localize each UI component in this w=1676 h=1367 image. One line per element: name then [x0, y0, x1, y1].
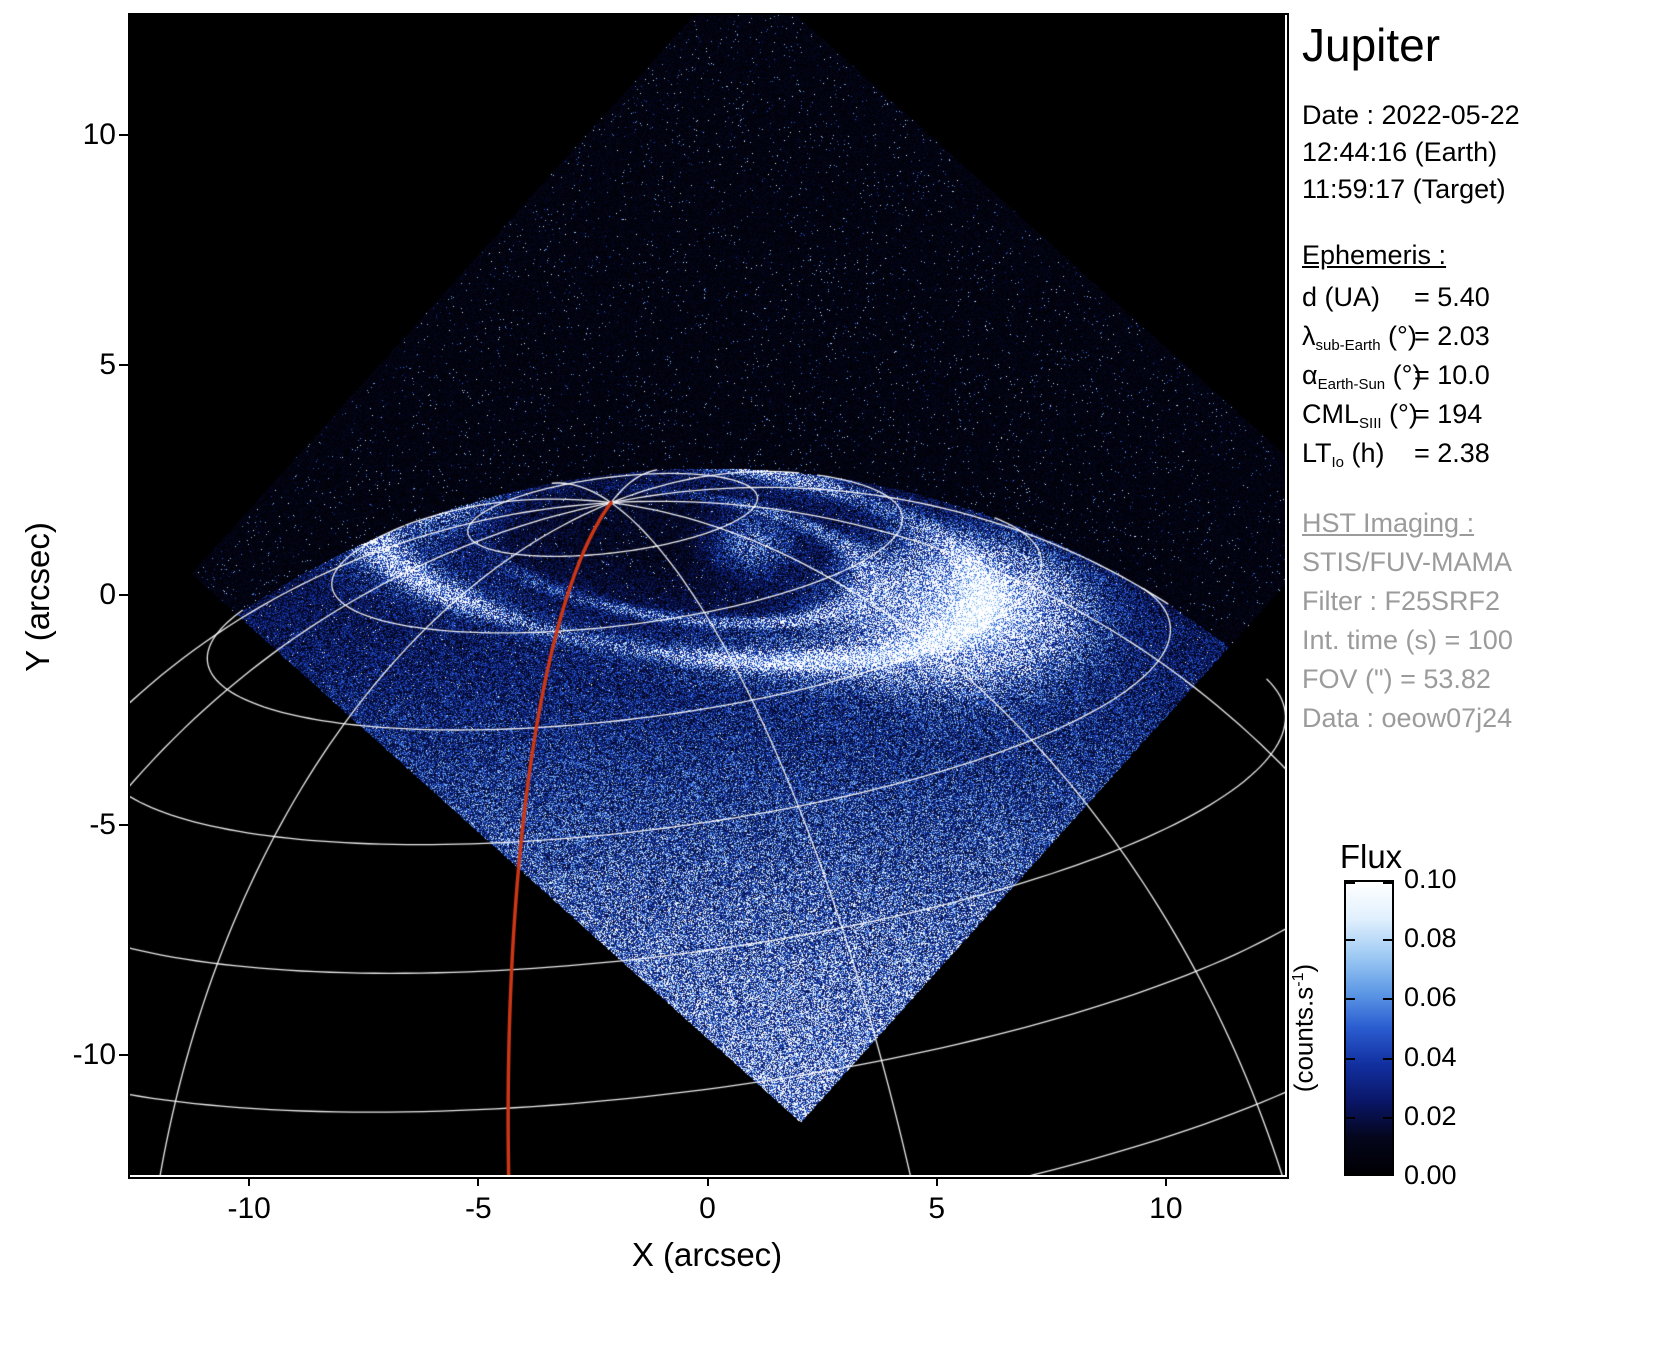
plot-area [130, 15, 1285, 1175]
x-tick-mark [936, 1177, 938, 1186]
colorbar-tick-label: 0.04 [1404, 1042, 1457, 1073]
ephemeris-heading: Ephemeris : [1302, 240, 1446, 271]
hst-imaging-block: STIS/FUV-MAMA Filter : F25SRF2 Int. time (… [1302, 547, 1672, 742]
ephemeris-row: αEarth-Sun (°) = 10.0 [1302, 360, 1672, 399]
colorbar [1344, 880, 1394, 1176]
obs-date: Date : 2022-05-22 [1302, 100, 1520, 131]
hst-imaging-line: Int. time (s) = 100 [1302, 625, 1672, 664]
colorbar-tick-mark [1383, 882, 1392, 884]
colorbar-tick-mark [1346, 1058, 1355, 1060]
ephemeris-label: d (UA) [1302, 282, 1380, 312]
colorbar-unit-exponent: -1 [1290, 972, 1307, 986]
colorbar-unit-prefix: (counts.s [1289, 987, 1319, 1093]
hst-imaging-line: STIS/FUV-MAMA [1302, 547, 1672, 586]
ephemeris-label: LTIo (h) [1302, 438, 1385, 468]
colorbar-tick-label: 0.02 [1404, 1101, 1457, 1132]
ephemeris-label: CMLSIII (°) [1302, 399, 1418, 429]
y-tick-mark [119, 594, 128, 596]
colorbar-tick-mark [1383, 1172, 1392, 1174]
hst-imaging-line: Filter : F25SRF2 [1302, 586, 1672, 625]
ephemeris-row: d (UA) = 5.40 [1302, 282, 1672, 321]
colorbar-tick-mark [1383, 939, 1392, 941]
colorbar-unit-label: (counts.s-1) [1289, 964, 1320, 1092]
ephemeris-value: = 10.0 [1414, 360, 1490, 391]
ephemeris-value: = 2.03 [1414, 321, 1490, 352]
ephemeris-row: CMLSIII (°) = 194 [1302, 399, 1672, 438]
x-tick-label: 5 [928, 1192, 945, 1226]
y-tick-label: -5 [28, 806, 116, 844]
ephemeris-subscript: Io [1332, 454, 1345, 471]
colorbar-tick-label: 0.00 [1404, 1160, 1457, 1191]
hst-imaging-heading: HST Imaging : [1302, 508, 1474, 539]
ephemeris-subscript: SIII [1359, 415, 1382, 432]
colorbar-tick-label: 0.10 [1404, 864, 1457, 895]
colorbar-tick-mark [1346, 998, 1355, 1000]
y-tick-label: 0 [28, 576, 116, 614]
obs-earth-time: 12:44:16 (Earth) [1302, 137, 1497, 168]
x-axis-label: X (arcsec) [632, 1236, 782, 1274]
colorbar-title: Flux [1340, 838, 1402, 876]
ephemeris-label: λsub-Earth (°) [1302, 321, 1417, 351]
x-tick-label: -5 [465, 1192, 492, 1226]
colorbar-tick-mark [1383, 998, 1392, 1000]
x-tick-mark [248, 1177, 250, 1186]
colorbar-tick-mark [1346, 1172, 1355, 1174]
y-tick-label: -10 [28, 1036, 116, 1074]
x-tick-mark [1165, 1177, 1167, 1186]
ephemeris-value: = 5.40 [1414, 282, 1490, 313]
colorbar-tick-label: 0.06 [1404, 982, 1457, 1013]
colorbar-tick-mark [1346, 882, 1355, 884]
hst-imaging-line: Data : oeow07j24 [1302, 703, 1672, 742]
colorbar-tick-mark [1346, 939, 1355, 941]
y-tick-mark [119, 824, 128, 826]
ephemeris-value: = 2.38 [1414, 438, 1490, 469]
y-tick-label: 5 [28, 346, 116, 384]
colorbar-tick-mark [1346, 1117, 1355, 1119]
colorbar-tick-mark [1383, 1117, 1392, 1119]
x-tick-mark [707, 1177, 709, 1186]
colorbar-tick-label: 0.08 [1404, 923, 1457, 954]
figure: X (arcsec) Y (arcsec) Jupiter Date : 202… [0, 0, 1676, 1367]
ephemeris-row: LTIo (h) = 2.38 [1302, 438, 1672, 477]
ephemeris-row: λsub-Earth (°) = 2.03 [1302, 321, 1672, 360]
y-tick-mark [119, 364, 128, 366]
x-tick-label: -10 [227, 1192, 270, 1226]
x-tick-label: 10 [1149, 1192, 1182, 1226]
y-tick-mark [119, 134, 128, 136]
ephemeris-label: αEarth-Sun (°) [1302, 360, 1421, 390]
aurora-image-canvas [130, 15, 1285, 1175]
ephemeris-subscript: sub-Earth [1316, 337, 1381, 354]
ephemeris-table: d (UA) = 5.40 λsub-Earth (°) = 2.03 αEarth-S… [1302, 282, 1672, 477]
colorbar-unit-suffix: ) [1289, 964, 1319, 973]
ephemeris-subscript: Earth-Sun [1318, 376, 1386, 393]
y-tick-mark [119, 1054, 128, 1056]
y-tick-label: 10 [28, 116, 116, 154]
hst-imaging-line: FOV (") = 53.82 [1302, 664, 1672, 703]
obs-target-time: 11:59:17 (Target) [1302, 174, 1506, 205]
ephemeris-value: = 194 [1414, 399, 1482, 430]
figure-title: Jupiter [1302, 18, 1440, 72]
x-tick-label: 0 [699, 1192, 716, 1226]
x-tick-mark [477, 1177, 479, 1186]
colorbar-tick-mark [1383, 1058, 1392, 1060]
